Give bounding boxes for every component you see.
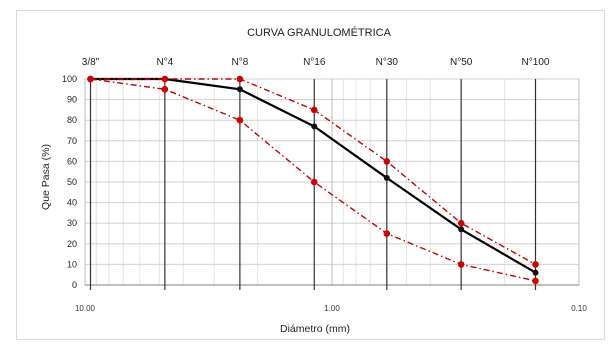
series-2-point [532,261,539,268]
series-1-point [383,174,390,181]
series-3-point [532,277,539,285]
sieve-label: N°50 [450,57,473,68]
series-2-point [310,106,318,114]
y-tick-labels: 0 10 20 30 40 50 60 70 80 90 100 [62,74,77,290]
sieve-lines [89,79,537,290]
y-tick-label: 0 [72,280,77,290]
y-tick-label: 70 [67,136,77,146]
chart-title: CURVA GRANULOMÉTRICA [247,26,392,39]
granulometric-chart: CURVA GRANULOMÉTRICA 0 10 20 30 40 50 60 70 80 90… [40,26,587,335]
y-tick-label: 50 [67,177,77,187]
series-3-point [236,116,244,124]
series-2-point [383,158,391,165]
y-tick-label: 80 [67,115,77,125]
y-tick-label: 100 [62,74,77,84]
y-tick-label: 60 [67,156,77,166]
y-tick-label: 40 [67,198,77,208]
series-2-point [236,75,244,83]
chart-frame: CURVA GRANULOMÉTRICA 0 10 20 30 40 50 60 70 80 90… [16,10,605,340]
series-3-point [161,86,169,93]
y-axis-label: Que Pasa (%) [40,144,52,210]
y-tick-label: 90 [67,95,77,105]
series-3-point [310,178,318,186]
sieve-labels: 3/8" N°4 N°8 N°16 N°30 N°50 N°100 [82,57,550,68]
y-tick-label: 20 [67,239,77,249]
sieve-label: N°8 [231,57,248,68]
x-tick-label: 0.10 [571,304,587,313]
x-axis-label: Diámetro (mm) [280,323,350,335]
y-tick-label: 30 [67,218,77,228]
series-layer [87,75,539,285]
x-tick-labels: 10.00 1.00 0.10 [75,304,587,313]
series-3-point [457,261,465,268]
series-1-point [532,269,539,276]
sieve-label: 3/8" [82,57,100,68]
sieve-label: N°16 [303,57,326,68]
y-tick-label: 10 [67,259,77,269]
series-2-point [161,75,169,83]
sieve-label: N°30 [376,57,399,68]
series-1-point [236,86,243,93]
series-1-point [458,226,465,233]
series-3-point [383,230,391,237]
x-tick-label: 1.00 [324,304,340,313]
series-2-point [457,219,465,227]
series-1-point [311,123,318,130]
series-3-point [87,75,94,83]
x-tick-label: 10.00 [75,304,96,313]
sieve-label: N°100 [522,57,550,68]
series-line-2 [90,78,536,266]
sieve-label: N°4 [156,57,173,68]
